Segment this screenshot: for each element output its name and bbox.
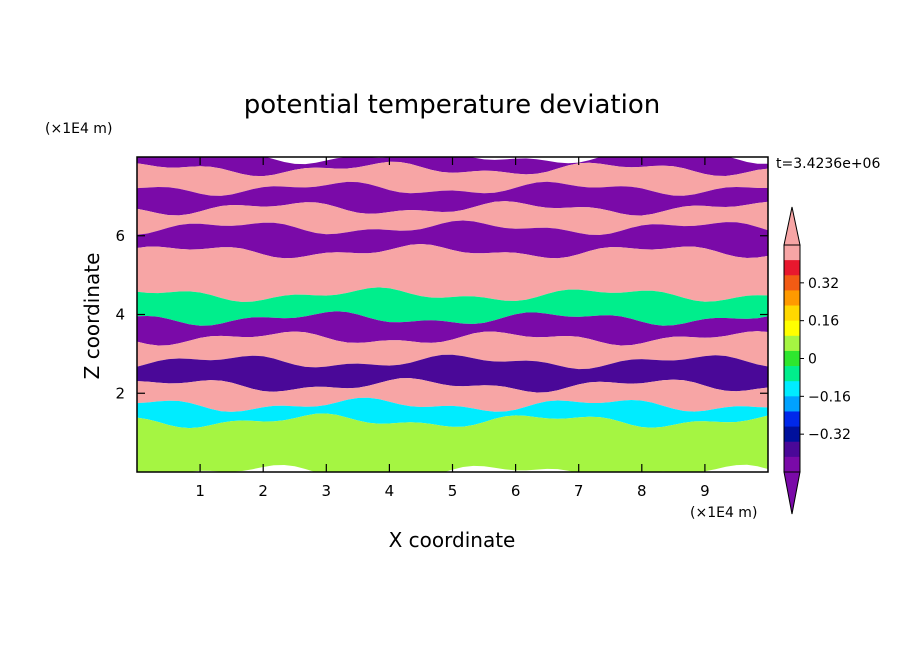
x-tick-label: 4 — [385, 482, 395, 500]
y-axis-label: Z coordinate — [80, 253, 104, 380]
colorbar-tick-label: 0.32 — [808, 276, 839, 292]
contour-band — [137, 181, 768, 216]
contour-band — [137, 287, 768, 326]
colorbar-swatch — [784, 245, 800, 261]
colorbar-swatch — [784, 366, 800, 382]
contour-band — [137, 331, 768, 370]
colorbar: 0.32 0.16 0 −0.16 −0.32 — [783, 206, 851, 515]
colorbar-tick-label: −0.16 — [808, 389, 851, 405]
timestamp-label: t=3.4236e+06 — [776, 156, 880, 172]
contour-band — [137, 220, 768, 259]
y-axis: 2 4 6 — [115, 227, 768, 402]
x-axis-label: X coordinate — [389, 528, 516, 552]
colorbar-over-arrow — [783, 206, 801, 246]
y-tick-label: 2 — [115, 384, 125, 402]
colorbar-tick-label: 0.16 — [808, 314, 839, 330]
contour-band — [137, 201, 768, 235]
contour-band — [137, 161, 768, 196]
colorbar-swatch — [784, 260, 800, 276]
colorbar-swatch — [784, 290, 800, 306]
chart-title: potential temperature deviation — [244, 90, 660, 120]
colorbar-swatch — [784, 411, 800, 427]
contour-field — [137, 157, 768, 472]
colorbar-under-arrow — [783, 471, 801, 515]
colorbar-swatch — [784, 396, 800, 412]
x-tick-label: 1 — [195, 482, 205, 500]
x-tick-label: 9 — [700, 482, 710, 500]
contour-band — [137, 397, 768, 429]
colorbar-swatch — [784, 320, 800, 337]
colorbar-swatch — [784, 350, 800, 367]
plot-area: 1 2 3 4 5 6 7 8 9 2 4 6 — [115, 156, 769, 500]
contour-band — [137, 157, 768, 177]
colorbar-tick-label: −0.32 — [808, 427, 851, 443]
colorbar-swatch — [784, 456, 800, 473]
colorbar-swatch — [784, 441, 800, 458]
y-unit-label: (×1E4 m) — [45, 121, 112, 137]
x-tick-label: 8 — [637, 482, 647, 500]
x-tick-label: 5 — [448, 482, 458, 500]
contour-band — [137, 413, 768, 472]
x-tick-label: 6 — [511, 482, 521, 500]
contour-band — [137, 354, 768, 393]
colorbar-swatch — [784, 275, 800, 291]
colorbar-swatch — [784, 305, 800, 322]
x-tick-label: 2 — [258, 482, 268, 500]
colorbar-swatch — [784, 426, 800, 443]
contour-band — [137, 311, 768, 346]
x-tick-label: 7 — [574, 482, 584, 500]
x-axis: 1 2 3 4 5 6 7 8 9 — [195, 157, 710, 500]
colorbar-tick-label: 0 — [808, 352, 817, 368]
colorbar-swatch — [784, 381, 800, 397]
x-unit-label: (×1E4 m) — [690, 505, 757, 521]
contour-band — [137, 244, 768, 302]
x-tick-label: 3 — [322, 482, 332, 500]
y-tick-label: 6 — [115, 227, 125, 245]
colorbar-swatch — [784, 335, 800, 352]
y-tick-label: 4 — [115, 306, 125, 324]
contour-band — [137, 378, 768, 412]
